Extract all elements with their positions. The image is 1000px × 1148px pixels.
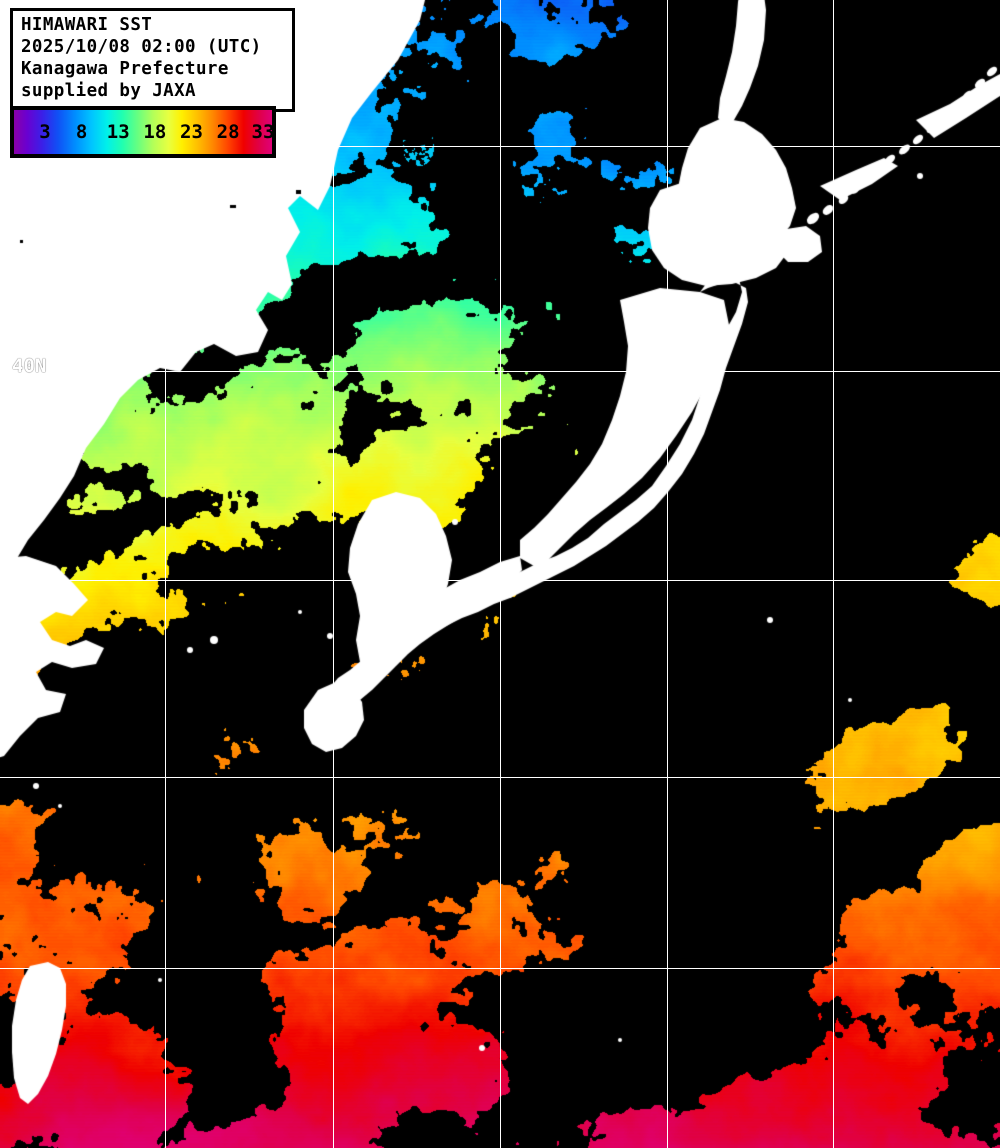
legend-region: Kanagawa Prefecture — [21, 58, 229, 79]
colorbar-tick-33: 33 — [251, 121, 275, 143]
colorbar-tick-labels: 3 8 13 18 23 28 33 — [14, 110, 275, 154]
colorbar-gradient-strip — [14, 110, 272, 154]
colorbar-tick-18: 18 — [143, 121, 167, 143]
colorbar-tick-3: 3 — [39, 121, 51, 143]
colorbar-tick-13: 13 — [106, 121, 130, 143]
legend-title: HIMAWARI SST — [21, 15, 153, 35]
legend-info-panel: HIMAWARI SST 2025/10/08 02:00 (UTC) Kana… — [10, 8, 295, 112]
legend-datetime: 2025/10/08 02:00 (UTC) — [21, 36, 262, 57]
colorbar-tick-28: 28 — [216, 121, 240, 143]
colorbar-tick-8: 8 — [75, 121, 88, 143]
colorbar-tick-23: 23 — [180, 121, 203, 143]
sst-colorbar: 3 8 13 18 23 28 33 — [10, 106, 276, 158]
legend-credit: supplied by JAXA — [21, 80, 196, 101]
